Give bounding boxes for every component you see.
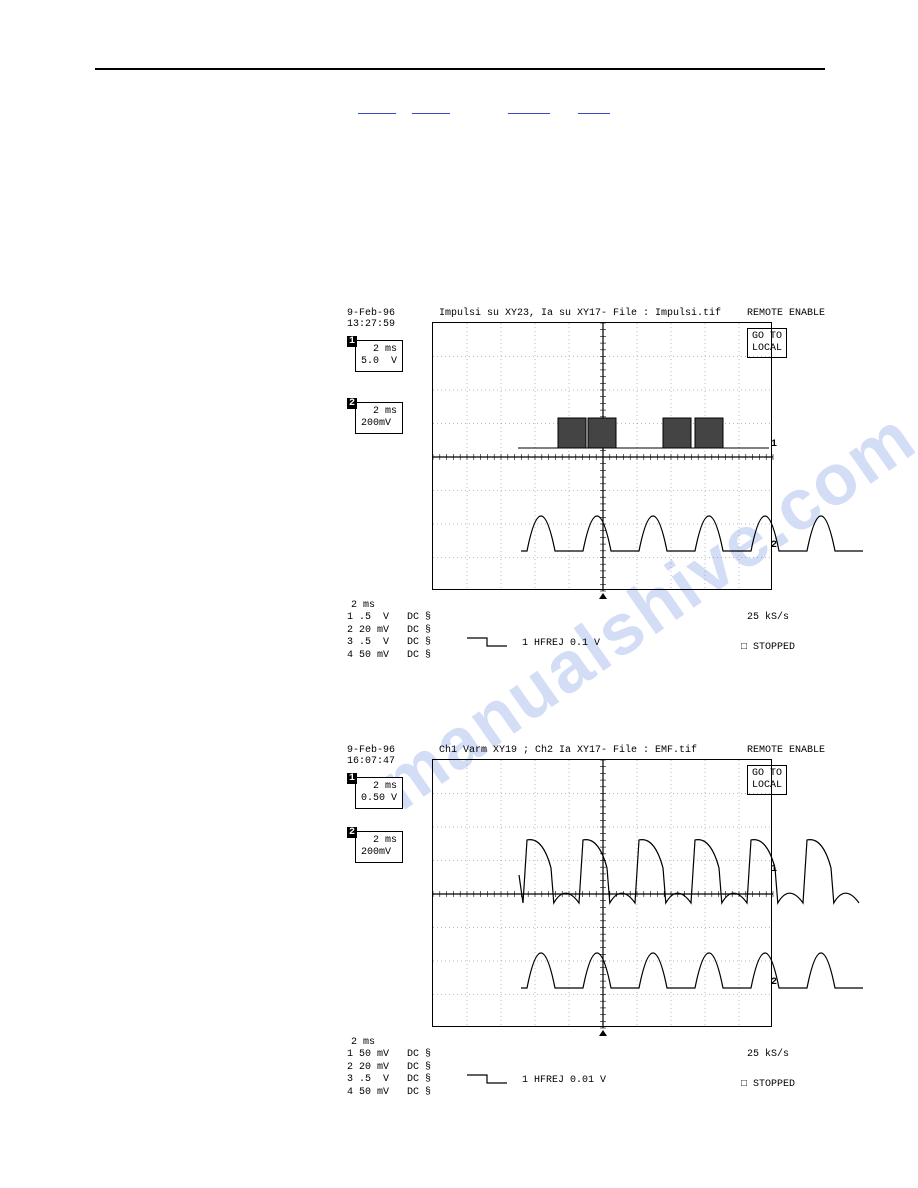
trigger-icon [467,1071,517,1085]
svg-text:1: 1 [771,439,777,450]
timestamp: 9-Feb-9616:07:47 [347,745,395,767]
ch1-marker: 1 [347,773,357,784]
ch2-settings-box: 2 ms 200mV [355,402,403,434]
ch1-marker: 1 [347,336,357,347]
scope-title: Ch1 Varm XY19 ; Ch2 Ia XY17- File : EMF.… [439,745,697,756]
header-link-1[interactable] [358,113,396,114]
svg-text:2: 2 [771,540,777,551]
header-link-2[interactable] [412,113,450,114]
svg-text:2: 2 [771,977,777,988]
ch1-settings-box: 2 ms 5.0 V [355,340,403,372]
timestamp: 9-Feb-9613:27:59 [347,308,395,330]
remote-label: REMOTE ENABLE [747,308,825,319]
hfrej-label: 1 HFREJ 0.01 V [522,1075,606,1086]
scope-grid-2: 12 [432,759,772,1027]
footer-channels: 1 .5 V DC § 2 20 mV DC § 3 .5 V DC § 4 5… [347,612,431,662]
ch2-settings-box: 2 ms 200mV [355,831,403,863]
ch1-settings-box: 2 ms 0.50 V [355,777,403,809]
footer-timebase: 2 ms [351,1037,375,1050]
stopped-label: □ STOPPED [741,1079,795,1090]
scope-grid-1: 12 [432,322,772,590]
footer-channels: 1 50 mV DC § 2 20 mV DC § 3 .5 V DC § 4 … [347,1049,431,1099]
top-rule [95,68,825,70]
footer-timebase: 2 ms [351,600,375,613]
hfrej-label: 1 HFREJ 0.1 V [522,638,600,649]
remote-label: REMOTE ENABLE [747,745,825,756]
ch2-marker: 2 [347,827,357,838]
stopped-label: □ STOPPED [741,642,795,653]
ch2-marker: 2 [347,398,357,409]
header-link-3[interactable] [508,113,550,114]
header-link-4[interactable] [578,113,610,114]
sample-rate: 25 kS/s [747,1049,789,1060]
svg-text:1: 1 [771,864,777,875]
sample-rate: 25 kS/s [747,612,789,623]
scope-title: Impulsi su XY23, Ia su XY17- File : Impu… [439,308,721,319]
trigger-icon [467,634,517,648]
